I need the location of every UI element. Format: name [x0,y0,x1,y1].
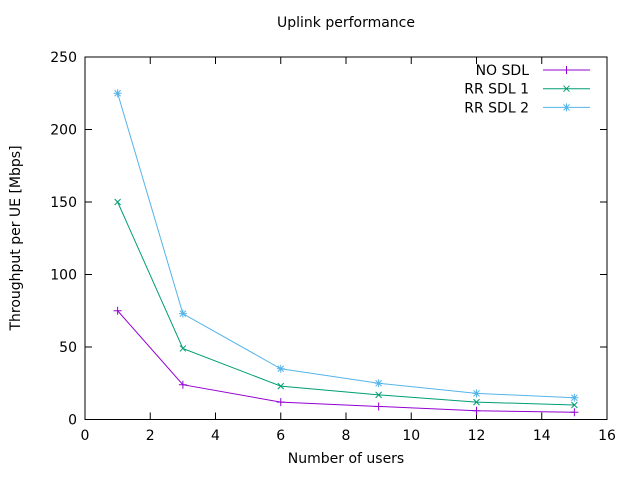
series-markers-no-sdl [113,306,579,417]
x-tick-label: 2 [146,428,155,444]
x-axis-label: Number of users [288,451,404,467]
plot-generated-content: 0 2 4 6 8 10 12 14 16 0 50 100 150 200 250 NO SDL RR SDL… [50,50,616,444]
x-tick-label: 6 [276,428,285,444]
y-tick-label: 0 [68,413,77,429]
x-tick-label: 12 [468,428,486,444]
series-markers-rr-sdl-1 [114,198,578,409]
legend-sample [543,85,590,93]
x-tick-label: 16 [598,428,616,444]
chart-title: Uplink performance [277,15,415,31]
x-tick-label: 14 [533,428,551,444]
x-tick-label: 10 [402,428,420,444]
y-tick-label: 50 [59,340,77,356]
series-markers-rr-sdl-2 [113,89,579,402]
y-tick-label: 150 [50,195,77,211]
x-tick-label: 0 [81,428,90,444]
y-tick-label: 200 [50,123,77,139]
series-line-rr-sdl-2 [117,93,575,399]
y-axis-label: Throughput per UE [Mbps] [8,145,24,331]
x-tick-label: 4 [211,428,220,444]
legend-label: RR SDL 1 [464,82,529,98]
legend-label: NO SDL [476,63,530,79]
legend-sample [543,66,590,74]
y-tick-label: 100 [50,268,77,284]
x-tick-label: 8 [342,428,351,444]
legend-sample [543,103,590,112]
series-line-no-sdl [117,310,575,413]
legend-label: RR SDL 2 [464,100,529,116]
y-tick-label: 250 [50,50,77,66]
series-line-rr-sdl-1 [117,201,575,406]
